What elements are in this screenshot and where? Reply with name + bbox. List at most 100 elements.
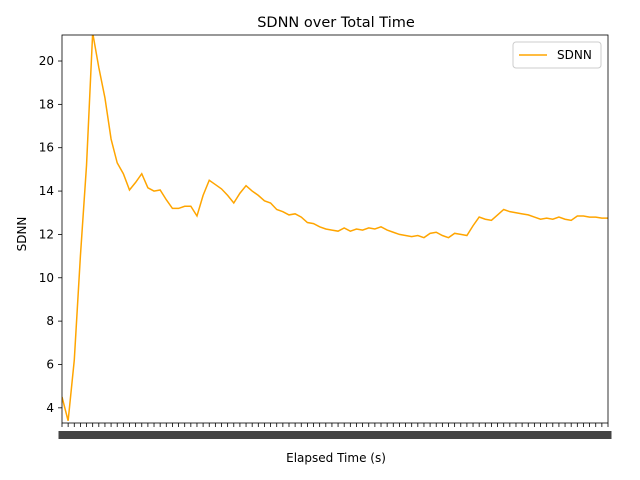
y-tick-label: 6 [46,357,54,371]
y-tick-label: 14 [39,184,54,198]
x-tick-label-smudge [218,431,226,439]
x-tick-label-smudge [297,431,305,439]
series-line-sdnn [62,35,608,422]
x-tick-label-smudge [328,431,336,439]
x-tick-label-smudge [340,431,348,439]
x-tick-label-smudge [334,431,342,439]
x-tick-label-smudge [567,431,575,439]
x-tick-label-smudge [438,431,446,439]
x-tick-label-smudge [383,431,391,439]
x-ticks [58,423,612,439]
y-tick-label: 10 [39,271,54,285]
x-tick-label-smudge [132,431,140,439]
x-tick-label-smudge [89,431,97,439]
y-tick-label: 4 [46,401,54,415]
x-tick-label-smudge [175,431,183,439]
x-tick-label-smudge [555,431,563,439]
x-tick-label-smudge [205,431,213,439]
x-tick-label-smudge [549,431,557,439]
chart-title: SDNN over Total Time [257,15,415,31]
x-tick-label-smudge [248,431,256,439]
x-tick-label-smudge [426,431,434,439]
x-tick-label-smudge [371,431,379,439]
x-tick-label-smudge [365,431,373,439]
x-tick-label-smudge [469,431,477,439]
x-tick-label-smudge [377,431,385,439]
x-tick-label-smudge [316,431,324,439]
x-tick-label-smudge [187,431,195,439]
y-tick-label: 8 [46,314,54,328]
x-tick-label-smudge [260,431,268,439]
x-tick-label-smudge [524,431,532,439]
x-tick-label-smudge [598,431,606,439]
x-tick-label-smudge [408,431,416,439]
x-tick-label-smudge [310,431,318,439]
x-tick-label-smudge [144,431,152,439]
x-tick-label-smudge [83,431,91,439]
x-tick-label-smudge [119,431,127,439]
x-tick-label-smudge [346,431,354,439]
x-tick-label-smudge [352,431,360,439]
x-tick-label-smudge [604,431,612,439]
y-tick-label: 16 [39,141,54,155]
x-tick-label-smudge [432,431,440,439]
axes-frame [61,34,609,424]
x-tick-label-smudge [481,431,489,439]
x-tick-label-smudge [70,431,78,439]
x-tick-label-smudge [181,431,189,439]
x-tick-label-smudge [58,431,66,439]
x-tick-label-smudge [95,431,103,439]
x-tick-label-smudge [586,431,594,439]
x-tick-label-smudge [242,431,250,439]
x-tick-label-smudge [285,431,293,439]
x-tick-label-smudge [156,431,164,439]
x-tick-label-smudge [322,431,330,439]
x-tick-label-smudge [451,431,459,439]
x-tick-label-smudge [530,431,538,439]
legend: SDNN [512,41,602,69]
x-axis-label: Elapsed Time (s) [286,451,386,465]
x-tick-label-smudge [168,431,176,439]
x-tick-label-smudge [101,431,109,439]
x-tick-label-smudge [236,431,244,439]
x-tick-label-smudge [444,431,452,439]
x-tick-label-smudge [291,431,299,439]
x-tick-label-smudge [125,431,133,439]
x-tick-label-smudge [494,431,502,439]
x-tick-label-smudge [579,431,587,439]
y-axis-label: SDNN [15,217,29,252]
y-tick-label: 18 [39,97,54,111]
x-tick-label-smudge [457,431,465,439]
x-tick-label-smudge [211,431,219,439]
x-tick-label-smudge [162,431,170,439]
x-tick-label-smudge [359,431,367,439]
legend-label-sdnn: SDNN [557,48,592,62]
x-tick-label-smudge [561,431,569,439]
x-tick-label-smudge [279,431,287,439]
x-tick-label-smudge [76,431,84,439]
x-tick-label-smudge [573,431,581,439]
legend-box [512,41,602,69]
x-tick-label-smudge [107,431,115,439]
x-tick-label-smudge [506,431,514,439]
x-tick-label-smudge [475,431,483,439]
x-tick-label-smudge [193,431,201,439]
x-tick-label-smudge [463,431,471,439]
x-tick-label-smudge [230,431,238,439]
x-tick-label-smudge [138,431,146,439]
x-tick-label-smudge [420,431,428,439]
x-tick-label-smudge [537,431,545,439]
x-tick-label-smudge [512,431,520,439]
x-tick-label-smudge [267,431,275,439]
x-tick-label-smudge [273,431,281,439]
x-tick-label-smudge [199,431,207,439]
x-tick-label-smudge [254,431,262,439]
y-tick-label: 12 [39,227,54,241]
x-tick-label-smudge [500,431,508,439]
x-tick-label-smudge [414,431,422,439]
x-tick-label-smudge [113,431,121,439]
x-tick-label-smudge [64,431,72,439]
x-tick-label-smudge [150,431,158,439]
